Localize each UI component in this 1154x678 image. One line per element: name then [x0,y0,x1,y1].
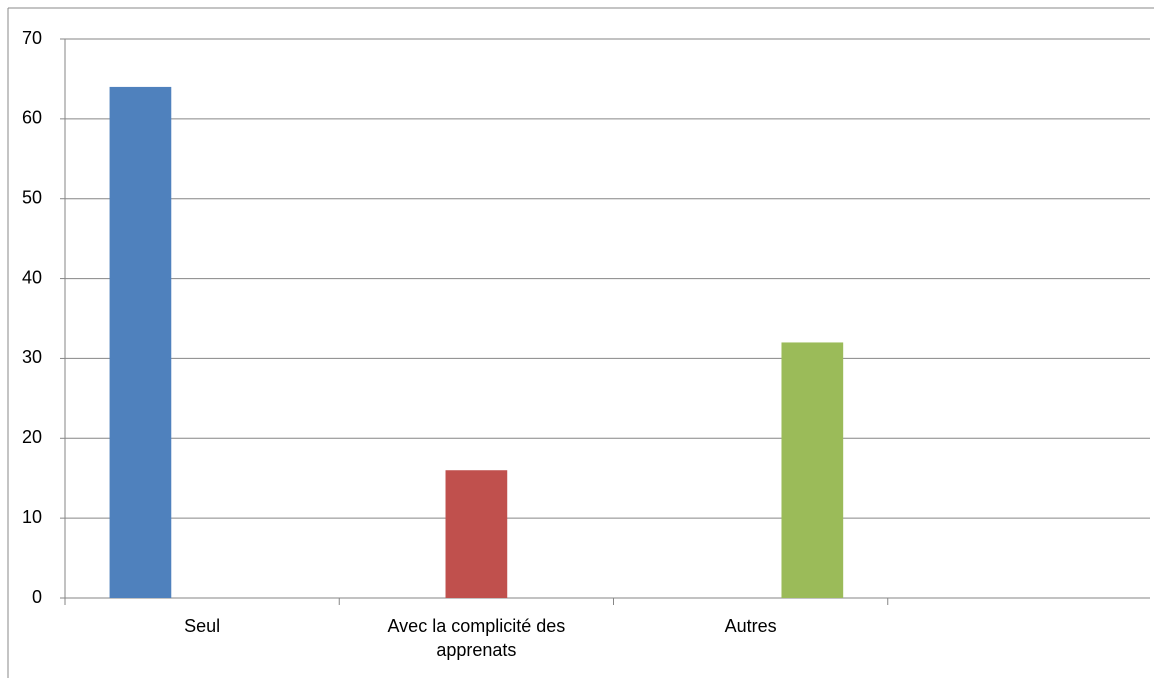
bar [781,342,844,598]
bar [109,86,172,599]
y-tick-label: 60 [22,108,42,128]
x-tick-label: Seul [184,616,221,636]
y-tick-label: 20 [22,427,42,447]
y-tick-label: 0 [32,587,42,607]
y-tick-label: 30 [22,347,42,367]
bar [445,470,508,598]
x-tick-label-box: Autres [724,616,777,636]
x-tick-label-box: Seul [184,616,221,636]
y-tick-label: 40 [22,267,42,287]
y-tick-label: 10 [22,507,42,527]
y-tick-label: 70 [22,28,42,48]
y-tick-label: 50 [22,187,42,207]
x-tick-label-box: Avec la complicité des apprenats [387,616,566,660]
x-tick-label: Autres [724,616,777,636]
x-tick-label: Avec la complicité des apprenats [387,616,566,660]
